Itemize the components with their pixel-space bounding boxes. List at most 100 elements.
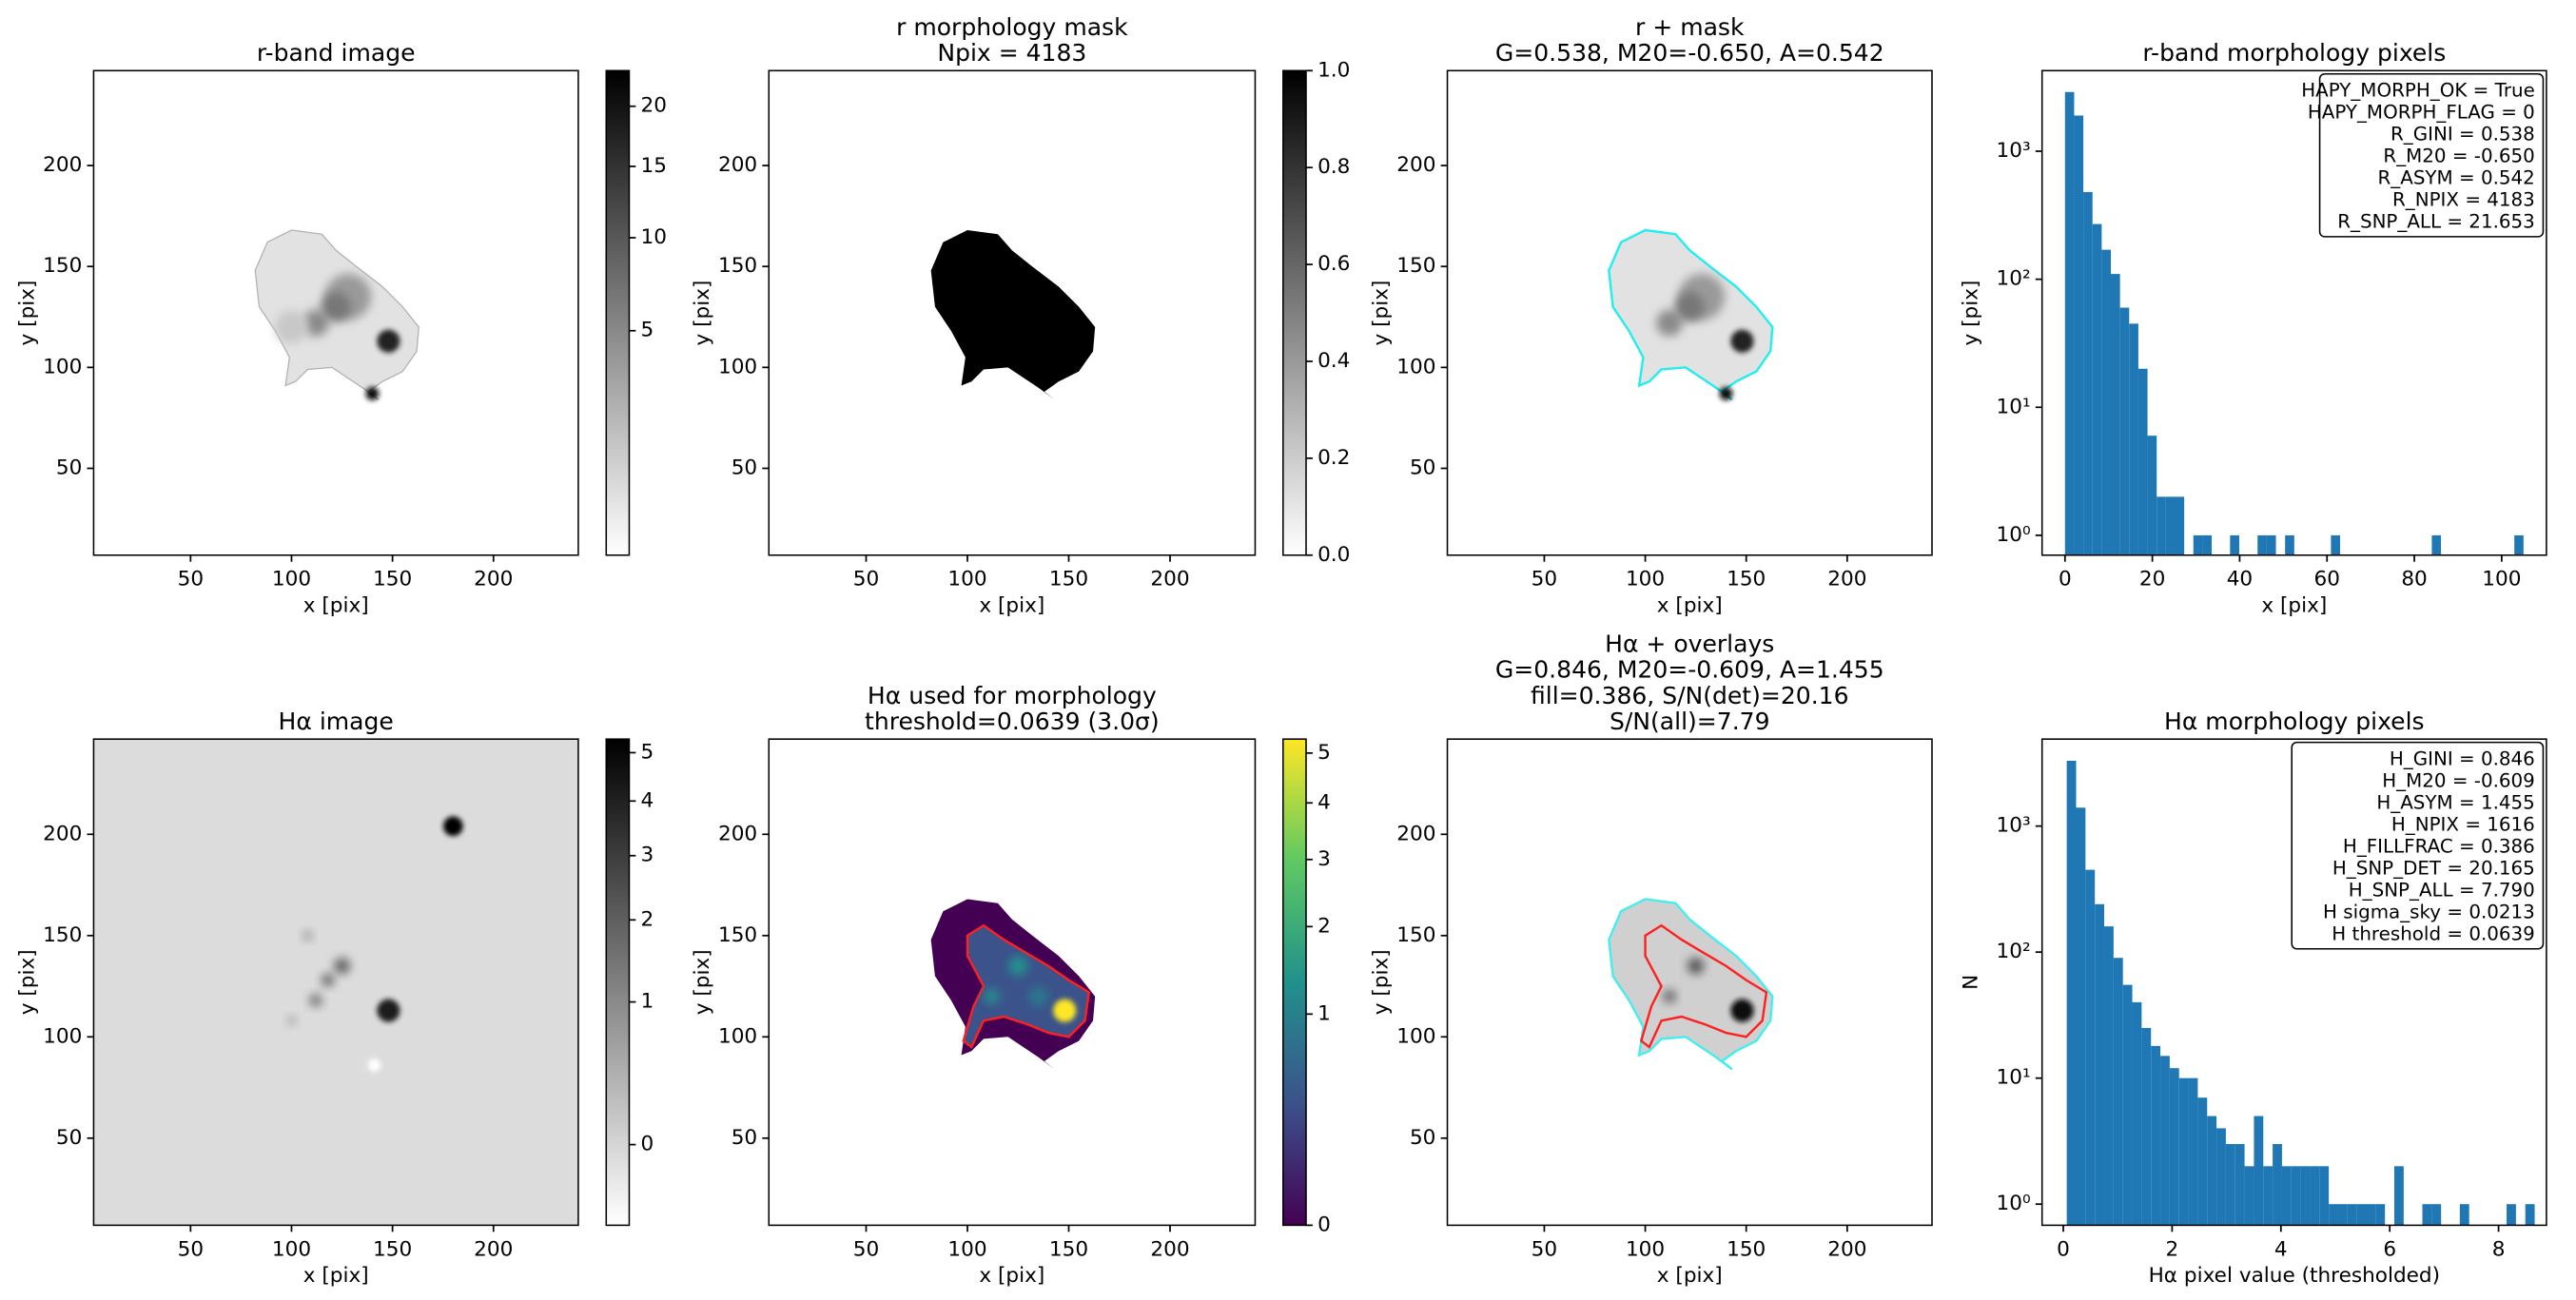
x-tick-label: 80 — [2401, 568, 2427, 592]
source — [1674, 292, 1705, 322]
annotation-text: H_SNP_DET = 20.165 — [2332, 857, 2535, 879]
chart-title: r-band image — [257, 39, 416, 67]
bar — [2266, 534, 2276, 555]
y-tick-label: 150 — [43, 254, 82, 278]
source — [321, 292, 351, 322]
x-tick-label: 150 — [373, 1237, 412, 1261]
chart-title: r-band morphology pixels — [2142, 39, 2446, 67]
x-axis-label: x [pix] — [979, 1264, 1044, 1288]
chart-title: G=0.846, M20=-0.609, A=1.455 — [1495, 656, 1884, 684]
y-axis-label: N — [1959, 975, 1982, 990]
bar — [2375, 1204, 2386, 1226]
colorbar-tick-label: 4 — [641, 788, 654, 812]
colorbar-tick-label: 1 — [1317, 1001, 1331, 1025]
bar — [2111, 274, 2120, 555]
y-axis-label: y [pix] — [1959, 281, 1982, 346]
x-tick-label: 4 — [2274, 1237, 2288, 1261]
colorbar-tick-label: 3 — [1317, 847, 1331, 871]
x-tick-label: 2 — [2166, 1237, 2179, 1261]
y-tick-label: 150 — [718, 254, 757, 278]
plot-area — [2066, 760, 2535, 1226]
source — [302, 309, 329, 337]
bar — [2459, 1204, 2469, 1226]
chart-title: Hα image — [279, 708, 394, 735]
colorbar-tick-label: 5 — [1317, 741, 1331, 765]
colorbar-tick-label: 0.2 — [1317, 446, 1350, 470]
x-tick-label: 200 — [1150, 568, 1189, 592]
chart-title: fill=0.386, S/N(det)=20.16 — [1531, 682, 1849, 709]
detection — [1639, 923, 1768, 1049]
bar — [2064, 91, 2075, 555]
x-tick-label: 0 — [2057, 1237, 2070, 1261]
bar — [2281, 1166, 2292, 1226]
source — [442, 816, 463, 837]
colorbar-tick-label: 0 — [641, 1133, 654, 1156]
y-tick-label: 50 — [732, 1126, 757, 1150]
chart-title: Hα + overlays — [1605, 631, 1774, 658]
colorbar — [1282, 738, 1307, 1227]
x-tick-label: 200 — [1827, 1237, 1866, 1261]
plot-area — [1608, 898, 1774, 1071]
y-tick-label: 100 — [43, 1024, 82, 1048]
source — [367, 1058, 381, 1073]
colorbar — [605, 738, 631, 1227]
bar — [2178, 1077, 2189, 1226]
x-tick-label: 200 — [1150, 1237, 1189, 1261]
source — [377, 329, 400, 353]
colorbar — [605, 69, 631, 556]
chart-title: G=0.538, M20=-0.650, A=0.542 — [1495, 39, 1884, 67]
background — [93, 739, 578, 1226]
x-tick-label: 100 — [2482, 568, 2521, 592]
x-tick-label: 150 — [1727, 568, 1766, 592]
chart-title: S/N(all)=7.79 — [1610, 708, 1770, 735]
source — [1007, 956, 1028, 977]
bar — [2095, 903, 2105, 1226]
bar — [2083, 191, 2093, 555]
source — [1730, 999, 1754, 1022]
annotation-box — [2318, 72, 2545, 238]
bar — [2291, 1166, 2301, 1226]
bar — [2234, 1143, 2245, 1226]
x-tick-label: 50 — [853, 1237, 879, 1261]
x-axis-label: x [pix] — [1657, 593, 1723, 617]
source — [302, 930, 313, 941]
axes-frame — [2040, 69, 2547, 556]
x-axis-label: x [pix] — [979, 593, 1044, 617]
bar — [2257, 534, 2267, 555]
x-tick-label: 100 — [947, 568, 986, 592]
y-tick-label: 50 — [732, 456, 757, 479]
annotation-box — [2291, 741, 2545, 950]
x-tick-label: 50 — [178, 1237, 204, 1261]
axes-frame — [1446, 69, 1933, 556]
bar — [2074, 115, 2084, 555]
bar — [2113, 958, 2123, 1226]
bar — [2122, 984, 2133, 1226]
y-tick-label: 150 — [1396, 254, 1435, 278]
bar — [2119, 307, 2130, 555]
x-axis-label: x [pix] — [2261, 593, 2327, 617]
y-tick-label: 200 — [1396, 153, 1435, 177]
x-tick-label: 150 — [1049, 1237, 1088, 1261]
source — [365, 387, 380, 400]
annotation-text: H sigma_sky = 0.0213 — [2323, 901, 2535, 922]
y-tick-label: 100 — [718, 1024, 757, 1048]
y-tick-label: 200 — [43, 153, 82, 177]
bar — [2175, 496, 2185, 555]
y-tick-label: 50 — [56, 456, 82, 479]
x-axis-label: Hα pixel value (thresholded) — [2149, 1264, 2440, 1288]
source — [1663, 989, 1676, 1003]
source — [1656, 309, 1683, 337]
annotation-text: H_SNP_ALL = 7.790 — [2349, 879, 2535, 901]
y-tick-label: 200 — [1396, 822, 1435, 845]
bar — [2151, 1045, 2161, 1226]
plot-area — [93, 739, 578, 1226]
mask-region — [930, 229, 1096, 400]
bar — [2331, 534, 2341, 555]
bar — [2076, 807, 2086, 1226]
bar — [2104, 926, 2114, 1226]
bar — [2225, 1143, 2235, 1226]
x-tick-label: 60 — [2314, 568, 2340, 592]
x-tick-label: 100 — [947, 1237, 986, 1261]
y-tick-label: 10⁰ — [1997, 523, 2031, 547]
x-tick-label: 0 — [2059, 568, 2072, 592]
